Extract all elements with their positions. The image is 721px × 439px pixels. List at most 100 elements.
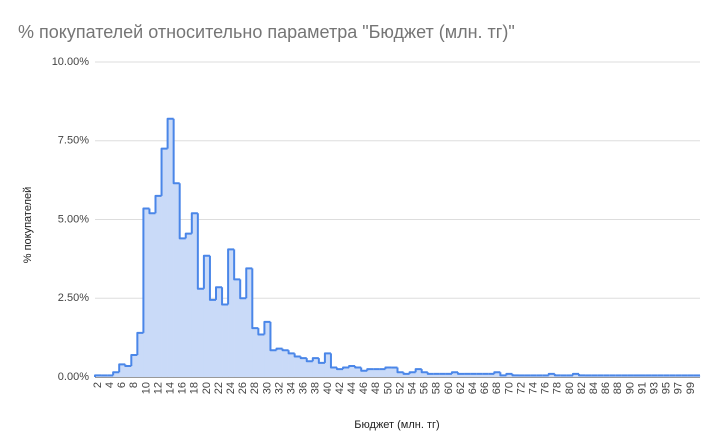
area-step: [488, 373, 495, 377]
x-tick-label: 84: [588, 382, 600, 394]
step-line: [499, 372, 507, 377]
step-line: [275, 347, 283, 351]
step-line: [505, 372, 513, 376]
area-step: [137, 332, 144, 377]
area-step: [409, 372, 416, 377]
x-tick-label: 14: [165, 382, 177, 394]
area-step: [288, 353, 295, 377]
step-line: [553, 373, 561, 377]
area-step: [349, 365, 356, 377]
x-tick-label: 90: [624, 382, 636, 394]
step-line: [342, 366, 350, 370]
x-tick-label: 2: [92, 382, 104, 388]
x-tick-label: 10: [140, 382, 152, 394]
step-line: [323, 352, 331, 363]
x-tick-label: 46: [358, 382, 370, 394]
area-step: [276, 348, 283, 377]
area-step: [427, 373, 435, 377]
area-step: [203, 255, 211, 377]
x-tick-label: 32: [273, 382, 285, 394]
x-tick-label: 54: [407, 382, 419, 394]
x-tick-label: 86: [600, 382, 612, 394]
area-step: [373, 369, 380, 377]
x-tick-label: 26: [237, 382, 249, 394]
x-tick-label: 62: [455, 382, 467, 394]
step-line: [190, 212, 198, 234]
step-line: [263, 320, 271, 335]
area-step: [264, 321, 271, 377]
x-tick-label: 44: [346, 382, 358, 394]
area-step: [385, 367, 392, 377]
x-tick-label: 20: [201, 382, 213, 394]
x-tick-label: 52: [394, 382, 406, 394]
x-tick-label: 40: [322, 382, 334, 394]
step-line: [202, 254, 210, 289]
y-tick-label: 5.00%: [58, 213, 89, 225]
step-line: [239, 279, 247, 300]
area-step: [312, 358, 320, 377]
x-tick-label: 8: [128, 382, 140, 388]
x-tick-label: 91: [636, 382, 648, 394]
area-step: [173, 183, 180, 377]
area-step: [222, 304, 229, 377]
area-step: [470, 373, 477, 377]
step-line: [233, 249, 241, 281]
x-tick-label: 99: [685, 382, 697, 394]
step-line: [166, 117, 174, 149]
x-tick-label: 28: [249, 382, 261, 394]
area-step: [318, 362, 326, 377]
step-line: [336, 367, 344, 371]
x-tick-label: 78: [552, 382, 564, 394]
area-step: [506, 373, 513, 377]
step-line: [299, 356, 307, 360]
x-tick-label: 82: [576, 382, 588, 394]
x-tick-label: 80: [564, 382, 576, 394]
area-step: [282, 350, 289, 377]
x-tick-label: 56: [419, 382, 431, 394]
area-step: [343, 367, 350, 377]
area-step: [119, 364, 126, 377]
x-tick-label: 38: [310, 382, 322, 394]
area-step: [294, 356, 301, 377]
step-line: [426, 372, 434, 375]
x-tick-label: 22: [213, 382, 225, 394]
step-line: [269, 321, 277, 352]
x-axis-title: Бюджет (млн. тг): [354, 419, 439, 431]
step-line: [221, 287, 229, 306]
x-tick-label: 42: [334, 382, 346, 394]
step-line: [281, 348, 289, 352]
area-step: [270, 350, 277, 377]
area-step: [421, 372, 429, 377]
step-line: [293, 353, 301, 358]
step-line: [148, 208, 156, 215]
step-line: [287, 350, 295, 355]
step-line: [493, 371, 501, 374]
area-step: [482, 373, 489, 377]
area-step: [113, 372, 120, 377]
step-line: [457, 372, 465, 375]
step-line: [178, 183, 186, 240]
area-step: [149, 213, 156, 377]
area-step: [161, 148, 168, 377]
x-tick-label: 50: [382, 382, 394, 394]
area-step: [300, 358, 308, 377]
area-step: [209, 299, 217, 377]
area-step: [197, 288, 205, 377]
x-tick-label: 4: [104, 382, 116, 388]
x-tick-label: 16: [177, 382, 189, 394]
x-tick-label: 74: [528, 382, 540, 394]
area-step: [397, 372, 404, 377]
area-step: [155, 195, 162, 377]
step-line: [112, 371, 120, 376]
step-line: [172, 118, 180, 185]
step-line: [130, 353, 138, 366]
area-step: [445, 373, 453, 377]
y-axis-title: % покупателей: [22, 187, 34, 264]
x-tick-label: 68: [491, 382, 503, 394]
step-line: [251, 268, 259, 330]
step-line: [311, 357, 319, 362]
area-step: [216, 287, 223, 377]
area-step: [191, 213, 199, 377]
area-step: [337, 369, 344, 377]
area-step: [476, 373, 483, 377]
